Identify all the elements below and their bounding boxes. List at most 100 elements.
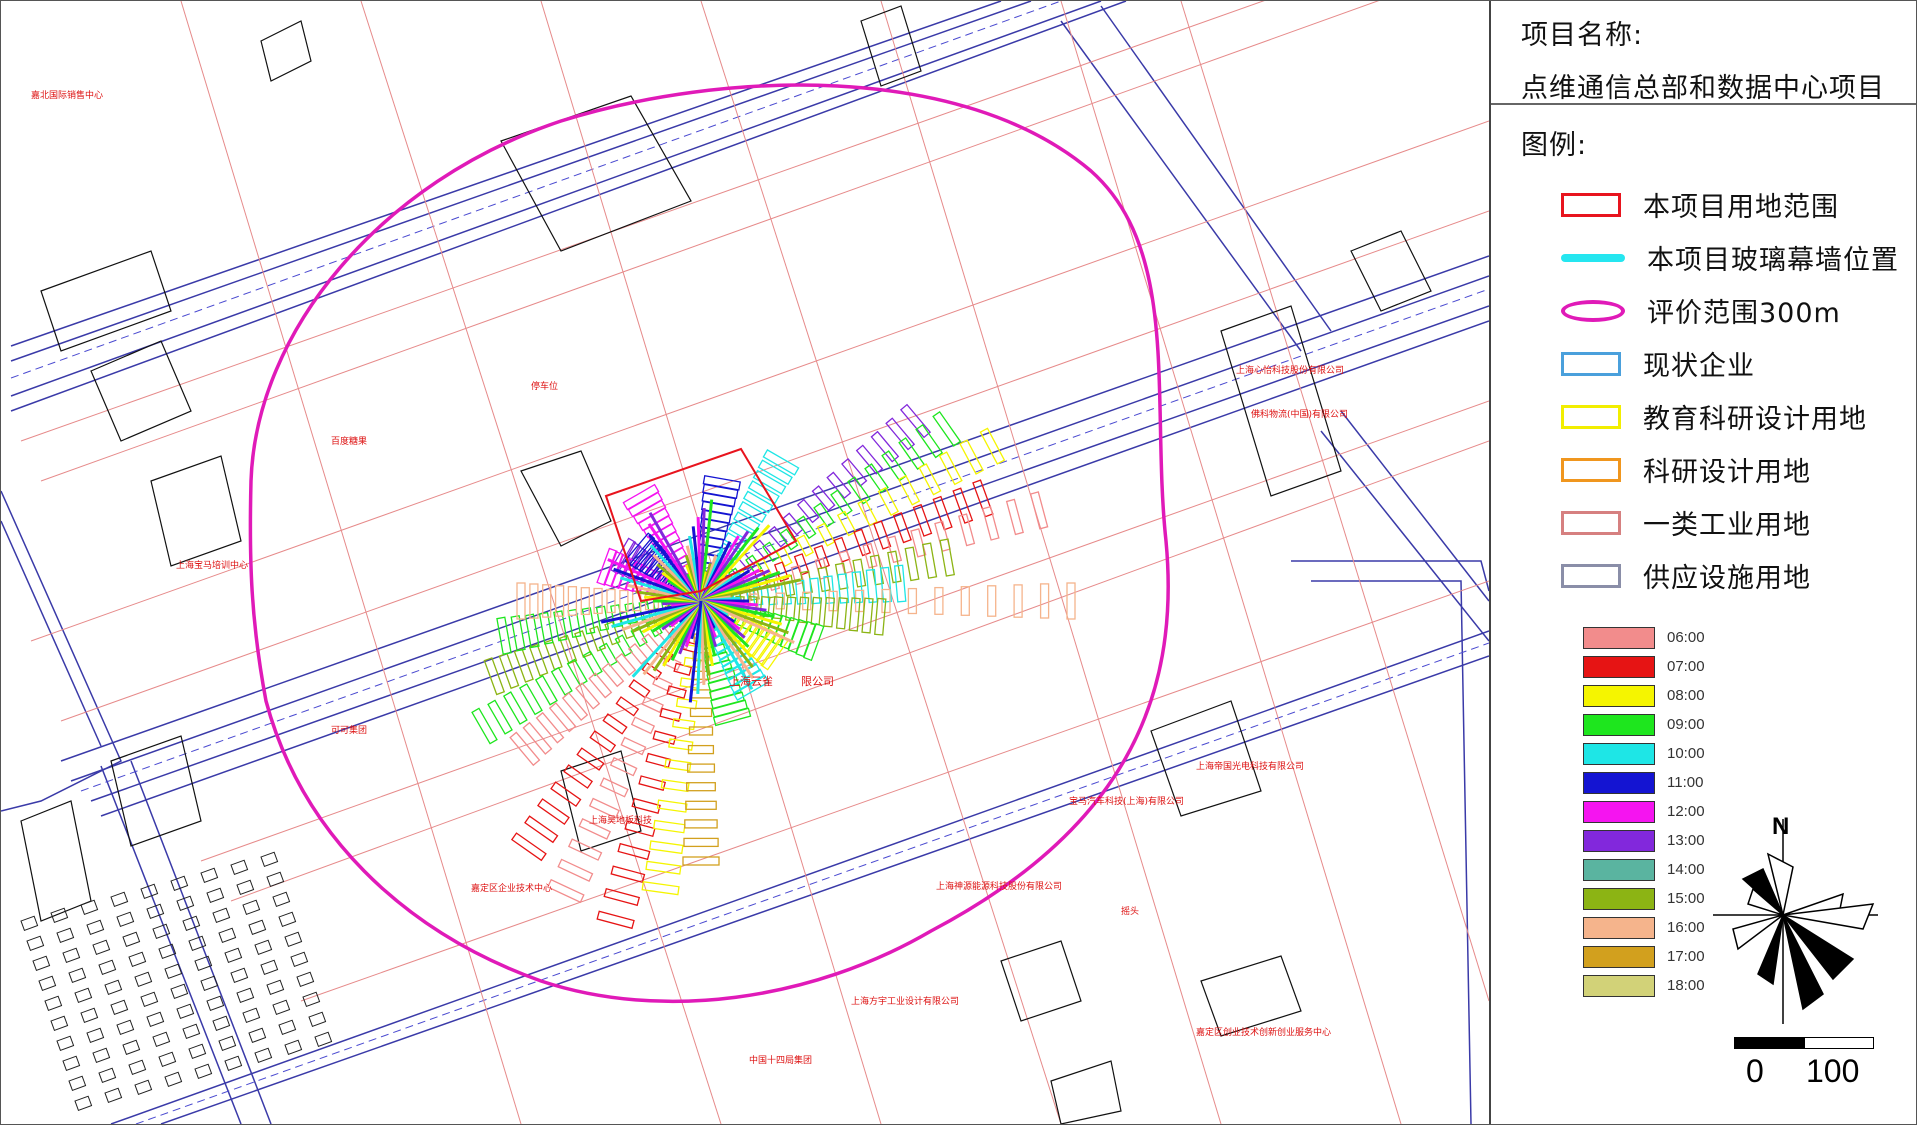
parcel-boundaries — [20, 1, 1489, 1124]
glare-footprint — [575, 682, 601, 710]
glare-footprint — [582, 650, 603, 677]
glare-footprint — [852, 558, 867, 588]
time-color-chip — [1583, 887, 1655, 910]
glare-footprint — [737, 500, 767, 523]
time-label: 15:00 — [1667, 890, 1705, 907]
glare-footprint — [588, 797, 620, 819]
time-color-chip — [1583, 713, 1655, 736]
time-legend-row: 15:00 — [1583, 884, 1705, 913]
glare-footprint — [835, 597, 848, 630]
glare-footprint — [873, 520, 892, 550]
glare-footprint — [567, 838, 603, 861]
parking-stall — [110, 999, 129, 1016]
parking-stall — [146, 903, 165, 920]
glare-footprint — [803, 622, 825, 662]
parking-stall — [62, 947, 81, 964]
parking-stall — [194, 955, 213, 972]
glare-footprint — [864, 463, 889, 494]
glare-footprint — [620, 736, 647, 756]
glare-footprint — [601, 662, 625, 688]
legend-item-label: 供应设施用地 — [1643, 563, 1811, 594]
glare-footprint — [588, 672, 613, 699]
parking-stall — [314, 1031, 333, 1048]
parking-stall — [236, 879, 255, 896]
glare-footprint — [877, 486, 900, 516]
parking-stall — [278, 1019, 297, 1036]
glare-footprint — [934, 520, 951, 552]
glare-footprint — [535, 711, 565, 744]
label-company-suffix: 限公司 — [801, 675, 834, 688]
parking-stall — [140, 883, 159, 900]
glare-footprint — [823, 596, 836, 628]
time-legend-row: 13:00 — [1583, 826, 1705, 855]
legend-item-label: 评价范围300m — [1647, 298, 1841, 329]
parking-stall — [128, 951, 147, 968]
label-haodi-tech: 上海昊地板科技 — [589, 814, 652, 826]
glare-footprint — [796, 498, 820, 524]
glare-footprint — [809, 577, 821, 605]
glare-reflection-fan — [471, 403, 1076, 930]
legend-item: 供应设施用地 — [1491, 549, 1916, 602]
time-color-chip — [1583, 916, 1655, 939]
glare-footprint — [688, 726, 714, 736]
glare-footprint — [797, 596, 810, 624]
glare-footprint — [816, 522, 836, 547]
parking-stall — [26, 935, 45, 952]
parking-stall — [140, 991, 159, 1008]
project-site-boundary — [604, 447, 798, 603]
glare-footprint — [567, 608, 582, 638]
wind-rose-petals — [1732, 852, 1875, 1011]
glare-footprint — [838, 550, 854, 575]
glare-footprint — [881, 588, 891, 614]
glare-footprint — [652, 730, 677, 746]
north-indicator: N — [1772, 813, 1790, 840]
label-yaotou: 摇头 — [1121, 905, 1139, 917]
parking-stall — [218, 1035, 237, 1052]
parking-stall — [50, 1015, 69, 1032]
parking-stall — [146, 1011, 165, 1028]
parking-stall — [296, 971, 315, 988]
glare-footprint — [772, 596, 784, 620]
time-label: 07:00 — [1667, 658, 1705, 675]
time-legend-row: 17:00 — [1583, 942, 1705, 971]
glare-footprint — [811, 485, 836, 512]
project-name-value: 点维通信总部和数据中心项目 — [1521, 73, 1885, 104]
time-legend-row: 07:00 — [1583, 652, 1705, 681]
scale-bar-graphic — [1734, 1037, 1874, 1049]
glare-footprint — [576, 747, 605, 771]
glare-footprint — [603, 887, 641, 907]
glare-footprint — [762, 449, 800, 476]
time-legend-row: 14:00 — [1583, 855, 1705, 884]
glare-footprint — [598, 642, 618, 667]
glare-footprint — [646, 618, 663, 638]
glare-footprint — [755, 631, 784, 667]
glare-footprint — [574, 630, 592, 658]
legend-item: 科研设计用地 — [1491, 443, 1916, 496]
glare-footprint — [775, 592, 785, 610]
glare-footprint — [833, 536, 851, 563]
parking-stall — [236, 987, 255, 1004]
parking-stall — [122, 931, 141, 948]
label-bmw-training: 上海宝马培训中心 — [176, 559, 248, 571]
glare-footprint — [979, 427, 1006, 465]
glare-footprint — [589, 730, 617, 753]
glare-footprint — [686, 782, 716, 792]
parking-stall — [134, 1079, 153, 1096]
time-label: 09:00 — [1667, 716, 1705, 733]
parking-stall — [206, 995, 225, 1012]
label-jiading-tech-center: 嘉定区企业技术中心 — [471, 882, 552, 894]
glare-footprint — [602, 713, 628, 735]
legend-swatch-rect — [1561, 351, 1621, 376]
glare-footprint — [823, 575, 835, 605]
glare-footprint — [817, 566, 831, 593]
parking-stall — [266, 871, 285, 888]
glare-footprint — [548, 702, 577, 733]
time-legend-row: 18:00 — [1583, 971, 1705, 1000]
time-color-chip — [1583, 655, 1655, 678]
glare-footprint — [639, 545, 667, 576]
glare-footprint — [617, 842, 651, 861]
glare-footprint — [666, 685, 687, 700]
glare-footprint — [561, 692, 589, 721]
glare-footprint — [537, 798, 570, 826]
time-legend: 06:00 07:00 08:00 09:00 10:00 11:00 12:00 13:00… — [1583, 623, 1705, 1000]
